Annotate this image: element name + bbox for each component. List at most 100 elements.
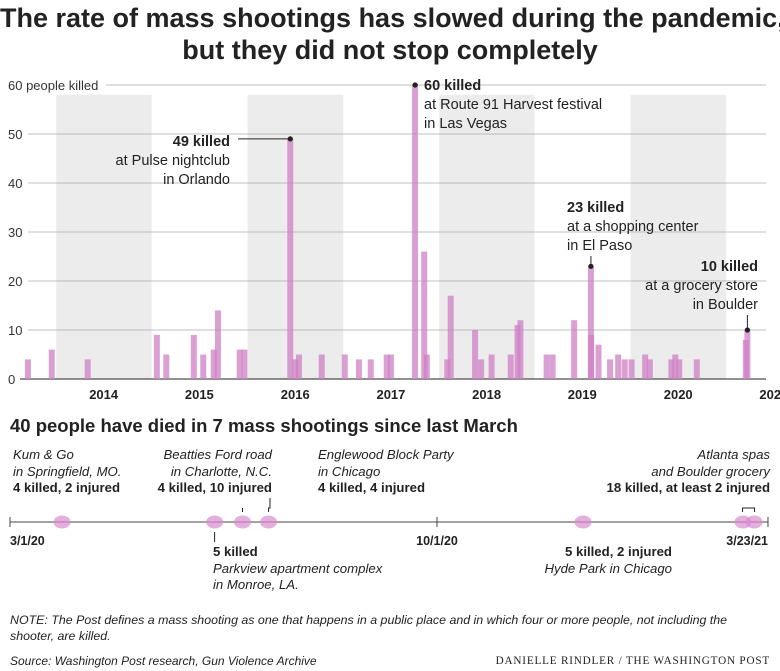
- label-kum-go-place: Kum & Go: [13, 447, 74, 462]
- label-englewood: Englewood Block Party in Chicago 4 kille…: [318, 447, 454, 497]
- timeline-leader: [268, 498, 271, 512]
- y-tick-label: 10: [8, 323, 22, 338]
- timeline-start-label: 3/1/20: [10, 534, 45, 548]
- timeline: 3/1/20 10/1/20 3/23/21: [9, 498, 769, 548]
- chart-bar: [210, 349, 217, 379]
- x-tick-label: 2017: [376, 387, 405, 402]
- chart-bar: [423, 354, 430, 379]
- chart-bar: [517, 320, 524, 379]
- chart-bar: [642, 354, 649, 379]
- x-tick-label: 2021: [759, 387, 780, 402]
- annotation-line: at a grocery store: [645, 278, 758, 294]
- annotation-line: in Boulder: [693, 297, 758, 313]
- annotation-line: in Orlando: [163, 172, 230, 188]
- chart-bar: [607, 359, 614, 379]
- chart-bar: [588, 334, 595, 379]
- label-hyde-park: 5 killed, 2 injured Hyde Park in Chicago: [544, 544, 672, 577]
- chart-bar: [236, 349, 243, 379]
- y-tick-bg: [6, 175, 28, 190]
- chart-bar: [421, 251, 428, 379]
- chart-bar: [646, 359, 653, 379]
- timeline-leader: [742, 507, 756, 512]
- year-shade-2014: [56, 94, 152, 380]
- timeline-event-dot: [260, 515, 278, 529]
- chart-bar: [668, 359, 675, 379]
- label-kum-go-toll: 4 killed, 2 injured: [13, 480, 121, 495]
- annotation-title: 49 killed: [173, 134, 230, 150]
- timeline-mid-label: 10/1/20: [416, 534, 458, 548]
- y-axis-top-label: 60 people killed: [8, 78, 98, 93]
- chart-bar: [48, 349, 55, 379]
- x-tick-label: 2014: [89, 387, 119, 402]
- y-tick-bg: [6, 126, 28, 141]
- label-parkview-toll: 5 killed: [213, 544, 258, 559]
- label-atlanta-toll: 18 killed, at least 2 injured: [606, 480, 770, 495]
- chart-bar: [693, 359, 700, 379]
- timeline-heading: 40 people have died in 7 mass shootings …: [10, 415, 518, 436]
- chart-bar: [163, 354, 170, 379]
- x-tick-label: 2015: [185, 387, 214, 402]
- chart-bar: [621, 359, 628, 379]
- chart-bar: [341, 354, 348, 379]
- label-kum-go: Kum & Go in Springfield, MO. 4 killed, 2…: [13, 447, 121, 497]
- chart-bar: [367, 359, 374, 379]
- annotation-line: at Route 91 Harvest festival: [424, 97, 602, 113]
- chart-bar: [615, 354, 622, 379]
- title-line-2: but they did not stop completely: [182, 35, 598, 65]
- chart-bar: [287, 138, 294, 379]
- chart-bar: [543, 354, 550, 379]
- label-atlanta-place: Atlanta spas: [697, 447, 770, 462]
- x-tick-label: 2019: [568, 387, 597, 402]
- x-tick-label: 2016: [281, 387, 310, 402]
- chart-bar: [595, 344, 602, 379]
- label-parkview: 5 killed Parkview apartment complex in M…: [213, 544, 382, 594]
- annotation-title: 23 killed: [567, 200, 624, 216]
- chart-bar: [444, 359, 451, 379]
- timeline-event-dot: [206, 515, 224, 529]
- label-atlanta: Atlanta spas and Boulder grocery 18 kill…: [607, 447, 770, 497]
- y-top-bg: [6, 77, 106, 92]
- annotation-line: at a shopping center: [567, 219, 699, 235]
- chart-bar: [507, 354, 514, 379]
- chart-bar: [472, 330, 479, 379]
- y-tick-label: 40: [8, 176, 22, 191]
- chart-bar: [292, 359, 299, 379]
- chart-bar: [295, 354, 302, 379]
- footnote: NOTE: The Post defines a mass shooting a…: [10, 613, 728, 643]
- timeline-event-dot: [234, 515, 252, 529]
- chart-bar: [587, 266, 594, 379]
- label-parkview-place: Parkview apartment complex: [213, 560, 383, 576]
- credit-line: DANIELLE RINDLER / THE WASHINGTON POST: [495, 655, 770, 667]
- timeline-event-dot: [574, 515, 592, 529]
- annotation-line: at Pulse nightclub: [116, 153, 230, 169]
- chart-bar: [24, 359, 31, 379]
- label-hyde-toll: 5 killed, 2 injured: [564, 544, 672, 559]
- y-tick-bg: [6, 322, 28, 337]
- label-beatties-place: Beatties Ford road: [163, 447, 273, 462]
- label-kum-go-city: in Springfield, MO.: [13, 463, 122, 479]
- title-line-1: The rate of mass shootings has slowed du…: [0, 3, 780, 33]
- label-englewood-place: Englewood Block Party: [318, 447, 454, 462]
- year-shade-2020: [630, 94, 727, 380]
- annotation-line: in El Paso: [567, 238, 632, 254]
- y-tick-bg: [6, 371, 20, 386]
- source-line: Source: Washington Post research, Gun Vi…: [10, 654, 317, 668]
- timeline-event-dot: [53, 515, 71, 529]
- annotation-title: 60 killed: [424, 78, 481, 94]
- y-tick-label: 0: [8, 372, 15, 387]
- chart-bar: [412, 85, 419, 379]
- label-englewood-toll: 4 killed, 4 injured: [318, 480, 426, 495]
- label-beatties-city: in Charlotte, N.C.: [170, 463, 272, 479]
- chart-bar: [153, 334, 160, 379]
- timeline-event-dot: [745, 515, 763, 529]
- chart-bar: [549, 354, 556, 379]
- chart-bar: [355, 359, 362, 379]
- year-shade-2016: [247, 94, 344, 380]
- annotation-line: in Las Vegas: [424, 116, 507, 132]
- chart-bar: [628, 359, 635, 379]
- annotation-dot: [287, 136, 293, 142]
- chart-bar: [571, 320, 578, 379]
- y-tick-bg: [6, 224, 28, 239]
- timeline-end-label: 3/23/21: [726, 534, 768, 548]
- x-tick-label: 2018: [472, 387, 501, 402]
